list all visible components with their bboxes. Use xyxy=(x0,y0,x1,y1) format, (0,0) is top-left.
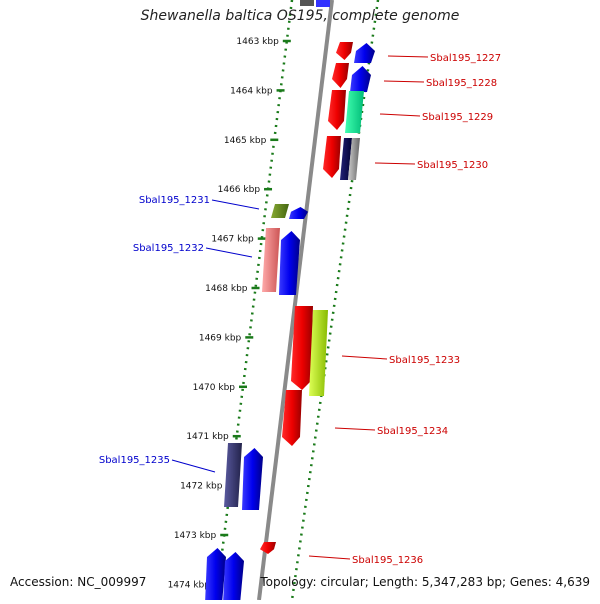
gene-feature[interactable] xyxy=(282,390,302,446)
gene-feature[interactable] xyxy=(332,63,349,88)
ruler-tick-label: 1474 kbp xyxy=(168,580,211,590)
map-title: Shewanella baltica OS195, complete genom… xyxy=(140,8,460,24)
gene-feature[interactable] xyxy=(323,136,341,178)
gene-feature[interactable] xyxy=(260,542,276,554)
ruler-tick-label: 1470 kbp xyxy=(193,383,236,393)
ruler-tick-label: 1465 kbp xyxy=(224,136,267,146)
gene-feature[interactable] xyxy=(205,548,226,604)
gene-feature[interactable] xyxy=(336,42,353,60)
gene-feature[interactable] xyxy=(223,552,244,604)
gene-feature[interactable] xyxy=(345,91,364,133)
gene-feature[interactable] xyxy=(279,231,300,295)
gene-label[interactable]: Sbal195_1228 xyxy=(426,78,497,89)
accession-text: Accession: NC_009997 xyxy=(10,575,147,589)
gene-label[interactable]: Sbal195_1230 xyxy=(417,160,488,171)
gene-feature[interactable] xyxy=(242,448,263,510)
topology-text: Topology: circular; Length: 5,347,283 bp… xyxy=(260,575,590,589)
genes xyxy=(205,42,375,604)
ruler-tick-label: 1469 kbp xyxy=(199,333,242,343)
ruler-tick-label: 1473 kbp xyxy=(174,531,217,541)
gene-label[interactable]: Sbal195_1231 xyxy=(139,195,210,206)
gene-feature[interactable] xyxy=(350,66,371,92)
gene-label[interactable]: Sbal195_1236 xyxy=(352,555,423,566)
gene-label[interactable]: Sbal195_1229 xyxy=(422,112,493,123)
gene-label[interactable]: Sbal195_1235 xyxy=(99,455,170,466)
ruler-tick-label: 1471 kbp xyxy=(186,432,229,442)
leader-lines xyxy=(171,55,429,560)
gene-label[interactable]: Sbal195_1233 xyxy=(389,355,460,366)
gene-feature[interactable] xyxy=(348,138,360,180)
gene-feature[interactable] xyxy=(224,443,242,507)
ruler-ticks: 1463 kbp 1464 kbp 1465 kbp 1466 kbp 1467 kbp… xyxy=(168,37,291,590)
ruler-tick-label: 1467 kbp xyxy=(211,235,254,245)
ruler-tick-label: 1472 kbp xyxy=(180,482,223,492)
gene-labels: Sbal195_1227 Sbal195_1228 Sbal195_1229 Sbal… xyxy=(99,53,501,566)
gene-feature[interactable] xyxy=(291,306,313,390)
gene-feature[interactable] xyxy=(328,90,346,130)
gene-feature[interactable] xyxy=(271,204,289,218)
ruler-tick-label: 1463 kbp xyxy=(236,37,279,47)
gene-feature[interactable] xyxy=(262,228,280,292)
gene-label[interactable]: Sbal195_1232 xyxy=(133,243,204,254)
gene-feature[interactable] xyxy=(289,207,308,219)
ruler-tick-label: 1466 kbp xyxy=(218,185,261,195)
gene-label[interactable]: Sbal195_1234 xyxy=(377,426,448,437)
genome-backbone xyxy=(257,0,334,601)
ruler-tick-label: 1468 kbp xyxy=(205,284,248,294)
gene-feature[interactable] xyxy=(354,43,375,63)
gene-label[interactable]: Sbal195_1227 xyxy=(430,53,501,64)
ruler-dots xyxy=(214,0,380,601)
ruler-tick-label: 1464 kbp xyxy=(230,86,273,96)
gene-feature[interactable] xyxy=(309,310,328,396)
